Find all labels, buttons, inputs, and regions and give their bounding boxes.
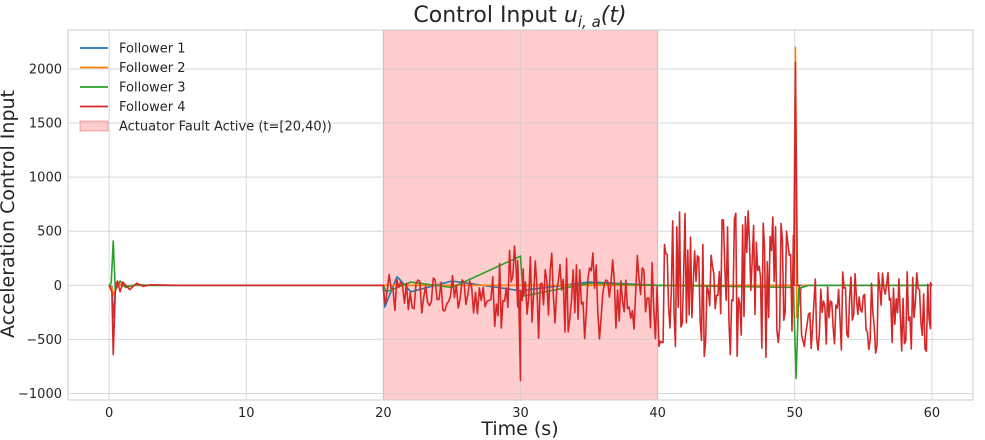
chart-title-math-arg: (t) bbox=[601, 3, 627, 28]
tick-labels: 0 10 20 30 40 50 60 −1000 −500 0 500 1000 1500 2000 bbox=[18, 62, 940, 421]
chart-title: Control Input ui, a(t) bbox=[413, 3, 626, 31]
legend-label: Follower 2 bbox=[119, 61, 186, 76]
legend-label: Follower 1 bbox=[119, 42, 186, 57]
series-lines bbox=[108, 46, 933, 382]
legend-swatch-fault-region bbox=[79, 120, 109, 132]
axes-frame bbox=[67, 29, 974, 401]
legend-label: Follower 4 bbox=[119, 100, 186, 115]
series-line-follower-3 bbox=[108, 240, 932, 380]
y-tick-label: −1000 bbox=[18, 387, 62, 402]
y-tick-label: −500 bbox=[26, 333, 62, 348]
x-tick-label: 20 bbox=[375, 406, 392, 421]
chart-title-math-sub: i, a bbox=[578, 13, 601, 31]
x-tick-label: 30 bbox=[512, 406, 529, 421]
legend: Follower 1 Follower 2 Follower 3 Follower 4… bbox=[79, 42, 332, 135]
y-axis-title: Acceleration Control Input bbox=[0, 90, 19, 338]
chart-title-math-var: u bbox=[564, 3, 578, 28]
legend-label: Follower 3 bbox=[119, 81, 186, 96]
y-tick-label: 1500 bbox=[29, 117, 62, 132]
x-tick-label: 40 bbox=[649, 406, 666, 421]
x-tick-label: 50 bbox=[786, 406, 803, 421]
x-tick-label: 0 bbox=[105, 406, 113, 421]
legend-label: Actuator Fault Active (t=[20,40)) bbox=[119, 120, 332, 135]
series-line-follower-4 bbox=[108, 61, 933, 382]
axes bbox=[67, 29, 974, 401]
x-tick-label: 60 bbox=[924, 406, 941, 421]
y-tick-label: 500 bbox=[37, 225, 62, 240]
y-tick-label: 1000 bbox=[29, 171, 62, 186]
x-axis-title: Time (s) bbox=[480, 418, 558, 440]
x-tick-label: 10 bbox=[238, 406, 255, 421]
y-tick-label: 0 bbox=[54, 279, 62, 294]
chart-title-text: Control Input bbox=[413, 3, 563, 28]
y-tick-label: 2000 bbox=[29, 62, 62, 77]
